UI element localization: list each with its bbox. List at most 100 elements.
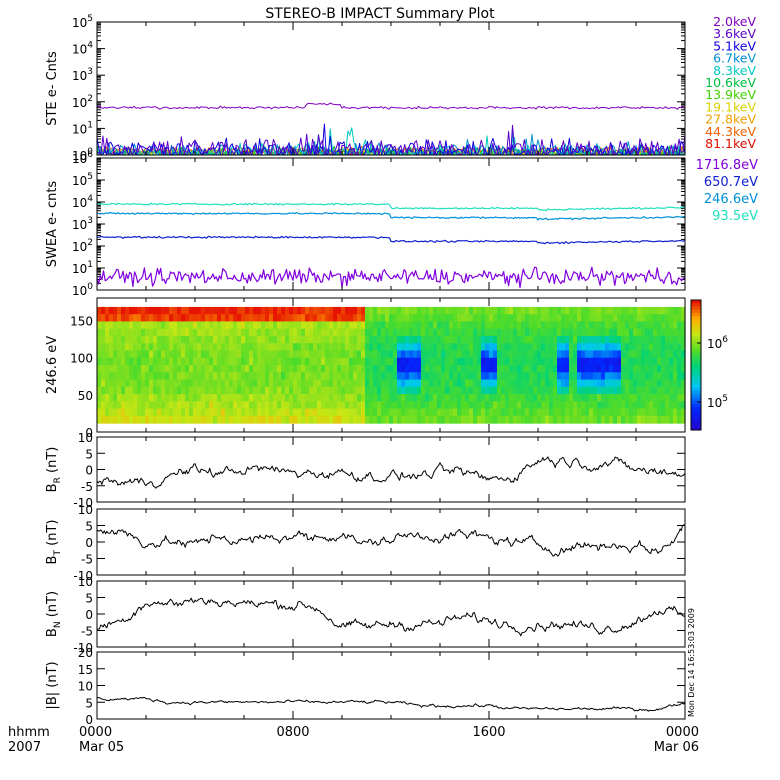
pad-cell <box>245 306 250 315</box>
pad-cell <box>205 314 210 323</box>
pad-cell <box>181 386 186 395</box>
pad-cell <box>317 321 322 330</box>
pad-cell <box>449 343 454 352</box>
pad-cell <box>597 365 602 373</box>
pad-cell <box>597 394 602 402</box>
pad-cell <box>649 401 654 410</box>
pad-cell <box>609 306 614 315</box>
pad-cell <box>225 379 230 388</box>
pad-cell <box>193 314 198 323</box>
pad-cell <box>669 408 674 417</box>
pad-cell <box>657 350 662 359</box>
pad-cell <box>465 343 470 352</box>
pad-cell <box>185 306 190 315</box>
pad-cell <box>257 408 262 417</box>
pad-cell <box>429 350 434 359</box>
ste-legend-entry: 8.3keV <box>713 63 756 78</box>
pad-cell <box>149 314 154 323</box>
pad-cell <box>517 386 522 395</box>
pad-cell <box>341 415 346 424</box>
timestamp-label: Mon Dec 14 16:53:03 2009 <box>687 608 696 717</box>
pad-cell <box>245 379 250 388</box>
pad-cell <box>365 321 370 330</box>
pad-cell <box>525 408 530 417</box>
pad-cell <box>353 394 358 402</box>
pad-cell <box>545 328 550 337</box>
swea-ytick-exp: 2 <box>87 238 93 248</box>
pad-cell <box>265 343 270 352</box>
pad-cell <box>445 343 450 352</box>
pad-cell <box>369 386 374 395</box>
pad-cell <box>209 365 214 373</box>
pad-cell <box>417 415 422 424</box>
pad-cell <box>593 306 598 315</box>
pad-cell <box>209 379 214 388</box>
pad-cell <box>361 386 366 395</box>
pad-cell <box>665 306 670 315</box>
pad-cell <box>205 386 210 395</box>
pad-cell <box>105 357 110 366</box>
pad-cell <box>293 328 298 337</box>
pad-cell <box>649 386 654 395</box>
pad-cell <box>601 350 606 359</box>
pad-cell <box>289 343 294 352</box>
pad-cell <box>673 314 678 323</box>
pad-cell <box>445 408 450 417</box>
pad-cell <box>317 372 322 381</box>
pad-cell <box>409 357 414 366</box>
pad-cell <box>165 321 170 330</box>
pad-cell <box>281 365 286 373</box>
pad-cell <box>117 372 122 381</box>
colorbar-swatch <box>691 332 701 337</box>
pad-cell <box>577 394 582 402</box>
pad-cell <box>641 306 646 315</box>
pad-cell <box>533 350 538 359</box>
pad-cell <box>265 408 270 417</box>
pad-cell <box>385 379 390 388</box>
colorbar-swatch <box>691 423 701 428</box>
pad-cell <box>561 328 566 337</box>
pad-cell <box>397 394 402 402</box>
pad-cell <box>609 357 614 366</box>
pad-cell <box>605 394 610 402</box>
pad-cell <box>161 357 166 366</box>
pad-cell <box>313 321 318 330</box>
pad-cell <box>137 408 142 417</box>
bn-ytick-label: 0 <box>85 608 93 622</box>
pad-cell <box>313 415 318 424</box>
pad-cell <box>497 321 502 330</box>
pad-cell <box>553 328 558 337</box>
pad-cell <box>465 350 470 359</box>
pad-cell <box>349 328 354 337</box>
pad-cell <box>573 314 578 323</box>
pad-cell <box>221 306 226 315</box>
pad-cell <box>605 335 610 344</box>
pad-cell <box>337 314 342 323</box>
pad-cell <box>249 394 254 402</box>
pad-cell <box>445 365 450 373</box>
pad-cell <box>181 335 186 344</box>
pad-cell <box>329 328 334 337</box>
pad-cell <box>437 357 442 366</box>
pad-cell <box>337 343 342 352</box>
pad-cell <box>221 328 226 337</box>
pad-cell <box>565 343 570 352</box>
pad-cell <box>481 408 486 417</box>
ste-legend-entry: 10.6keV <box>705 75 756 90</box>
pad-cell <box>637 328 642 337</box>
pad-cell <box>101 321 106 330</box>
pad-cell <box>149 379 154 388</box>
pad-cell <box>225 335 230 344</box>
pad-cell <box>473 321 478 330</box>
pad-cell <box>421 394 426 402</box>
pad-cell <box>489 306 494 315</box>
pad-cell <box>465 328 470 337</box>
pad-cell <box>549 335 554 344</box>
pad-cell <box>541 357 546 366</box>
pad-cell <box>641 321 646 330</box>
pad-cell <box>605 306 610 315</box>
pad-cell <box>293 401 298 410</box>
pad-cell <box>565 379 570 388</box>
pad-cell <box>217 357 222 366</box>
pad-cell <box>529 335 534 344</box>
